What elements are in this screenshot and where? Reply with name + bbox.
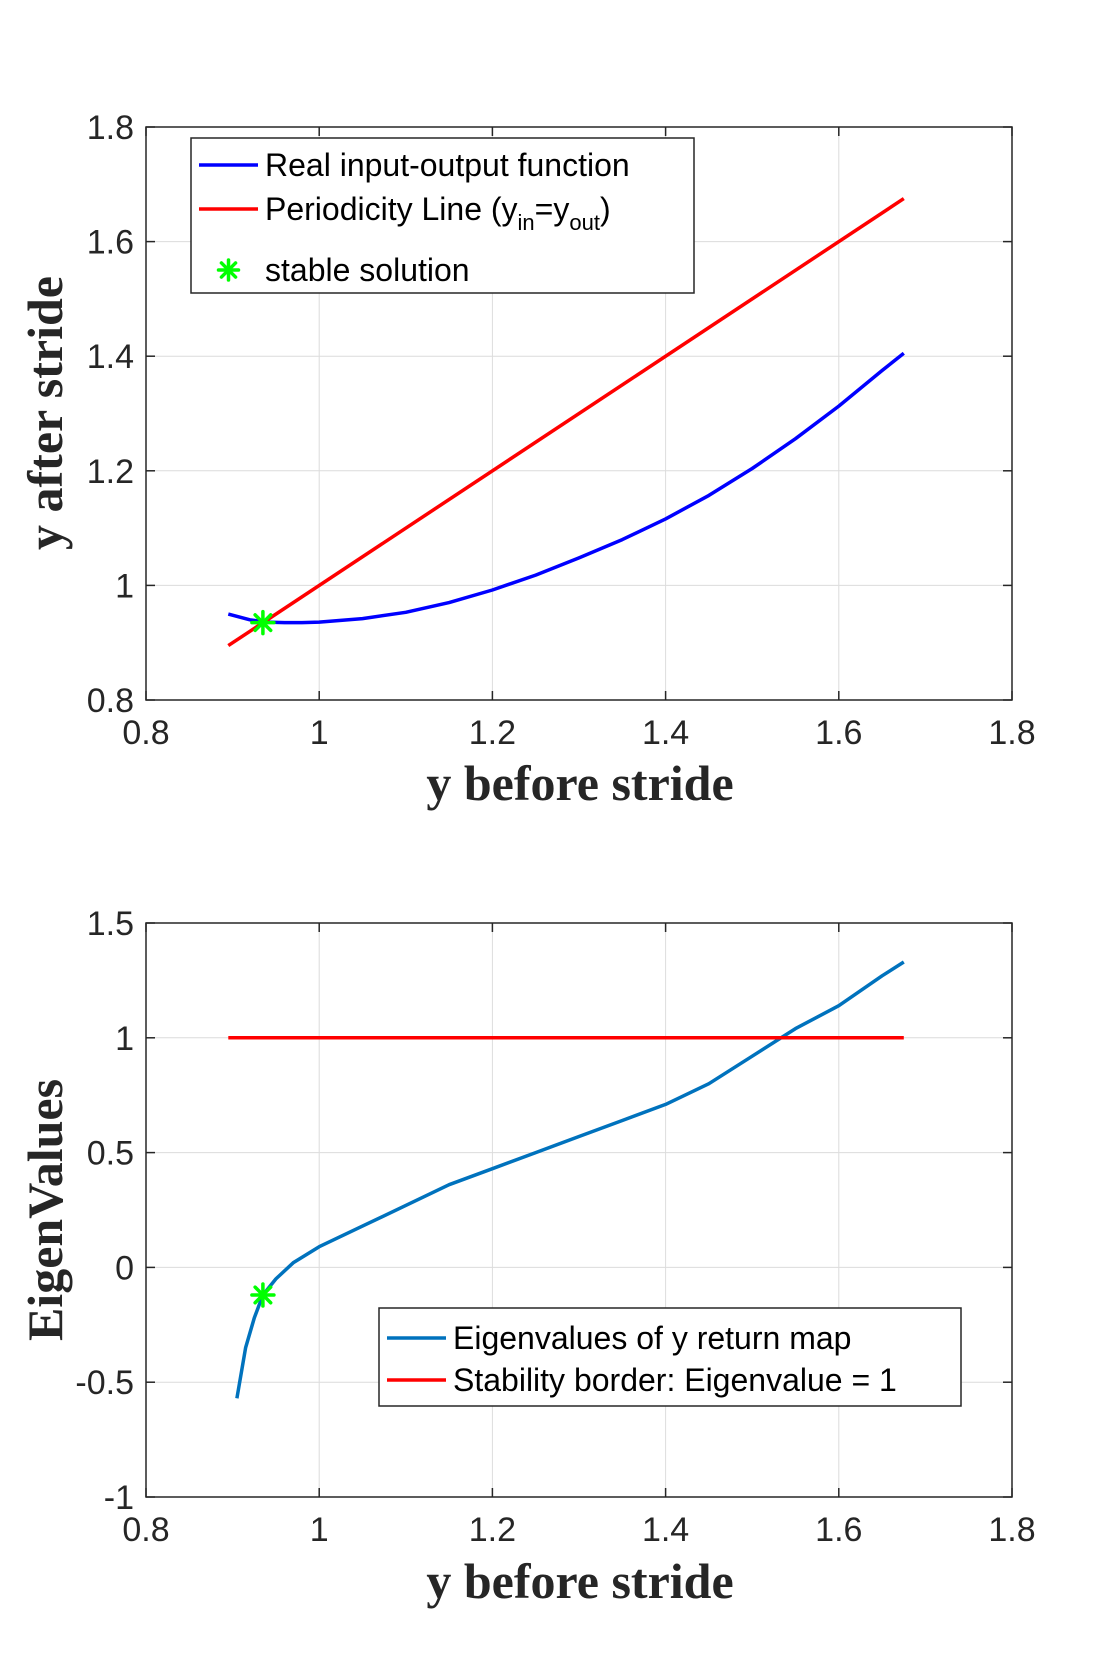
legend-label-stability-border: Stability border: Eigenvalue = 1 — [453, 1362, 897, 1398]
y-tick-label: 1.5 — [87, 905, 134, 943]
marker-stroke — [253, 613, 273, 633]
plot-frame-top — [145, 126, 1013, 701]
y-tick-label: -0.5 — [75, 1364, 134, 1402]
ticks-top: 0.8 1 1.2 1.4 1.6 1.8 0.8 1 1.2 1.4 1.6 1.8 — [87, 109, 1036, 752]
y-tick-label: 1.6 — [87, 224, 134, 262]
x-tick-label: 1 — [310, 714, 329, 752]
x-tick-label: 1.6 — [815, 1511, 862, 1549]
y-axis-label-top: y after stride — [17, 276, 73, 550]
chart-top: 0.8 1 1.2 1.4 1.6 1.8 0.8 1 1.2 1.4 1.6 1.8 Real in… — [17, 109, 1036, 811]
marker-stroke — [219, 261, 238, 279]
legend-box-top — [190, 137, 695, 294]
legend-label-periodicity: Periodicity Line (yin=yout) — [265, 191, 611, 235]
series-bottom — [228, 960, 905, 1399]
chart-bottom: 0.8 1 1.2 1.4 1.6 1.8 -1 -0.5 0 0.5 1 1.5 Eigenvalu… — [17, 905, 1036, 1609]
legend-asterisk — [216, 258, 241, 282]
x-tick-label: 1.2 — [469, 714, 516, 752]
stable-solution-marker — [250, 609, 276, 636]
y-tick-label: 0.8 — [87, 682, 134, 720]
series-line-1 — [227, 197, 905, 648]
x-tick-label: 0.8 — [122, 1511, 169, 1549]
y-tick-label: 1.2 — [87, 453, 134, 491]
y-tick-label: 1 — [115, 1020, 134, 1058]
x-tick-label: 1 — [310, 1511, 329, 1549]
x-tick-label: 0.8 — [122, 714, 169, 752]
legend-bottom: Eigenvalues of y return map Stability bo… — [378, 1307, 962, 1407]
legend-top: Real input-output function Periodicity L… — [190, 137, 695, 294]
y-axis-label-bottom: EigenValues — [17, 1079, 73, 1341]
legend-marker-stable — [216, 258, 241, 282]
y-tick-label: 1.4 — [87, 338, 134, 376]
plot-frame-bottom — [145, 922, 1013, 1498]
legend-label-stable: stable solution — [265, 252, 470, 288]
legend-label-eigenvalues: Eigenvalues of y return map — [453, 1320, 851, 1356]
legend-label-real-io: Real input-output function — [265, 147, 630, 183]
grid-bottom — [145, 922, 1013, 1498]
x-axis-label-top: y before stride — [426, 755, 733, 811]
stable-solution-marker — [250, 1282, 276, 1308]
y-tick-label: 1.8 — [87, 109, 134, 147]
x-tick-label: 1.4 — [642, 714, 689, 752]
series-top — [227, 197, 905, 648]
ticks-bottom: 0.8 1 1.2 1.4 1.6 1.8 -1 -0.5 0 0.5 1 1.5 — [75, 905, 1035, 1549]
y-tick-label: 1 — [115, 567, 134, 605]
x-tick-label: 1.8 — [988, 714, 1035, 752]
legend-box-bottom — [378, 1307, 962, 1407]
x-tick-label: 1.8 — [988, 1511, 1035, 1549]
y-tick-label: -1 — [104, 1479, 134, 1517]
x-axis-label-bottom: y before stride — [426, 1553, 733, 1609]
y-tick-label: 0 — [115, 1249, 134, 1287]
x-tick-label: 1.2 — [469, 1511, 516, 1549]
x-tick-label: 1.6 — [815, 714, 862, 752]
y-tick-label: 0.5 — [87, 1135, 134, 1173]
series-line-0 — [227, 351, 905, 625]
marker-stroke — [253, 1285, 273, 1305]
x-tick-label: 1.4 — [642, 1511, 689, 1549]
